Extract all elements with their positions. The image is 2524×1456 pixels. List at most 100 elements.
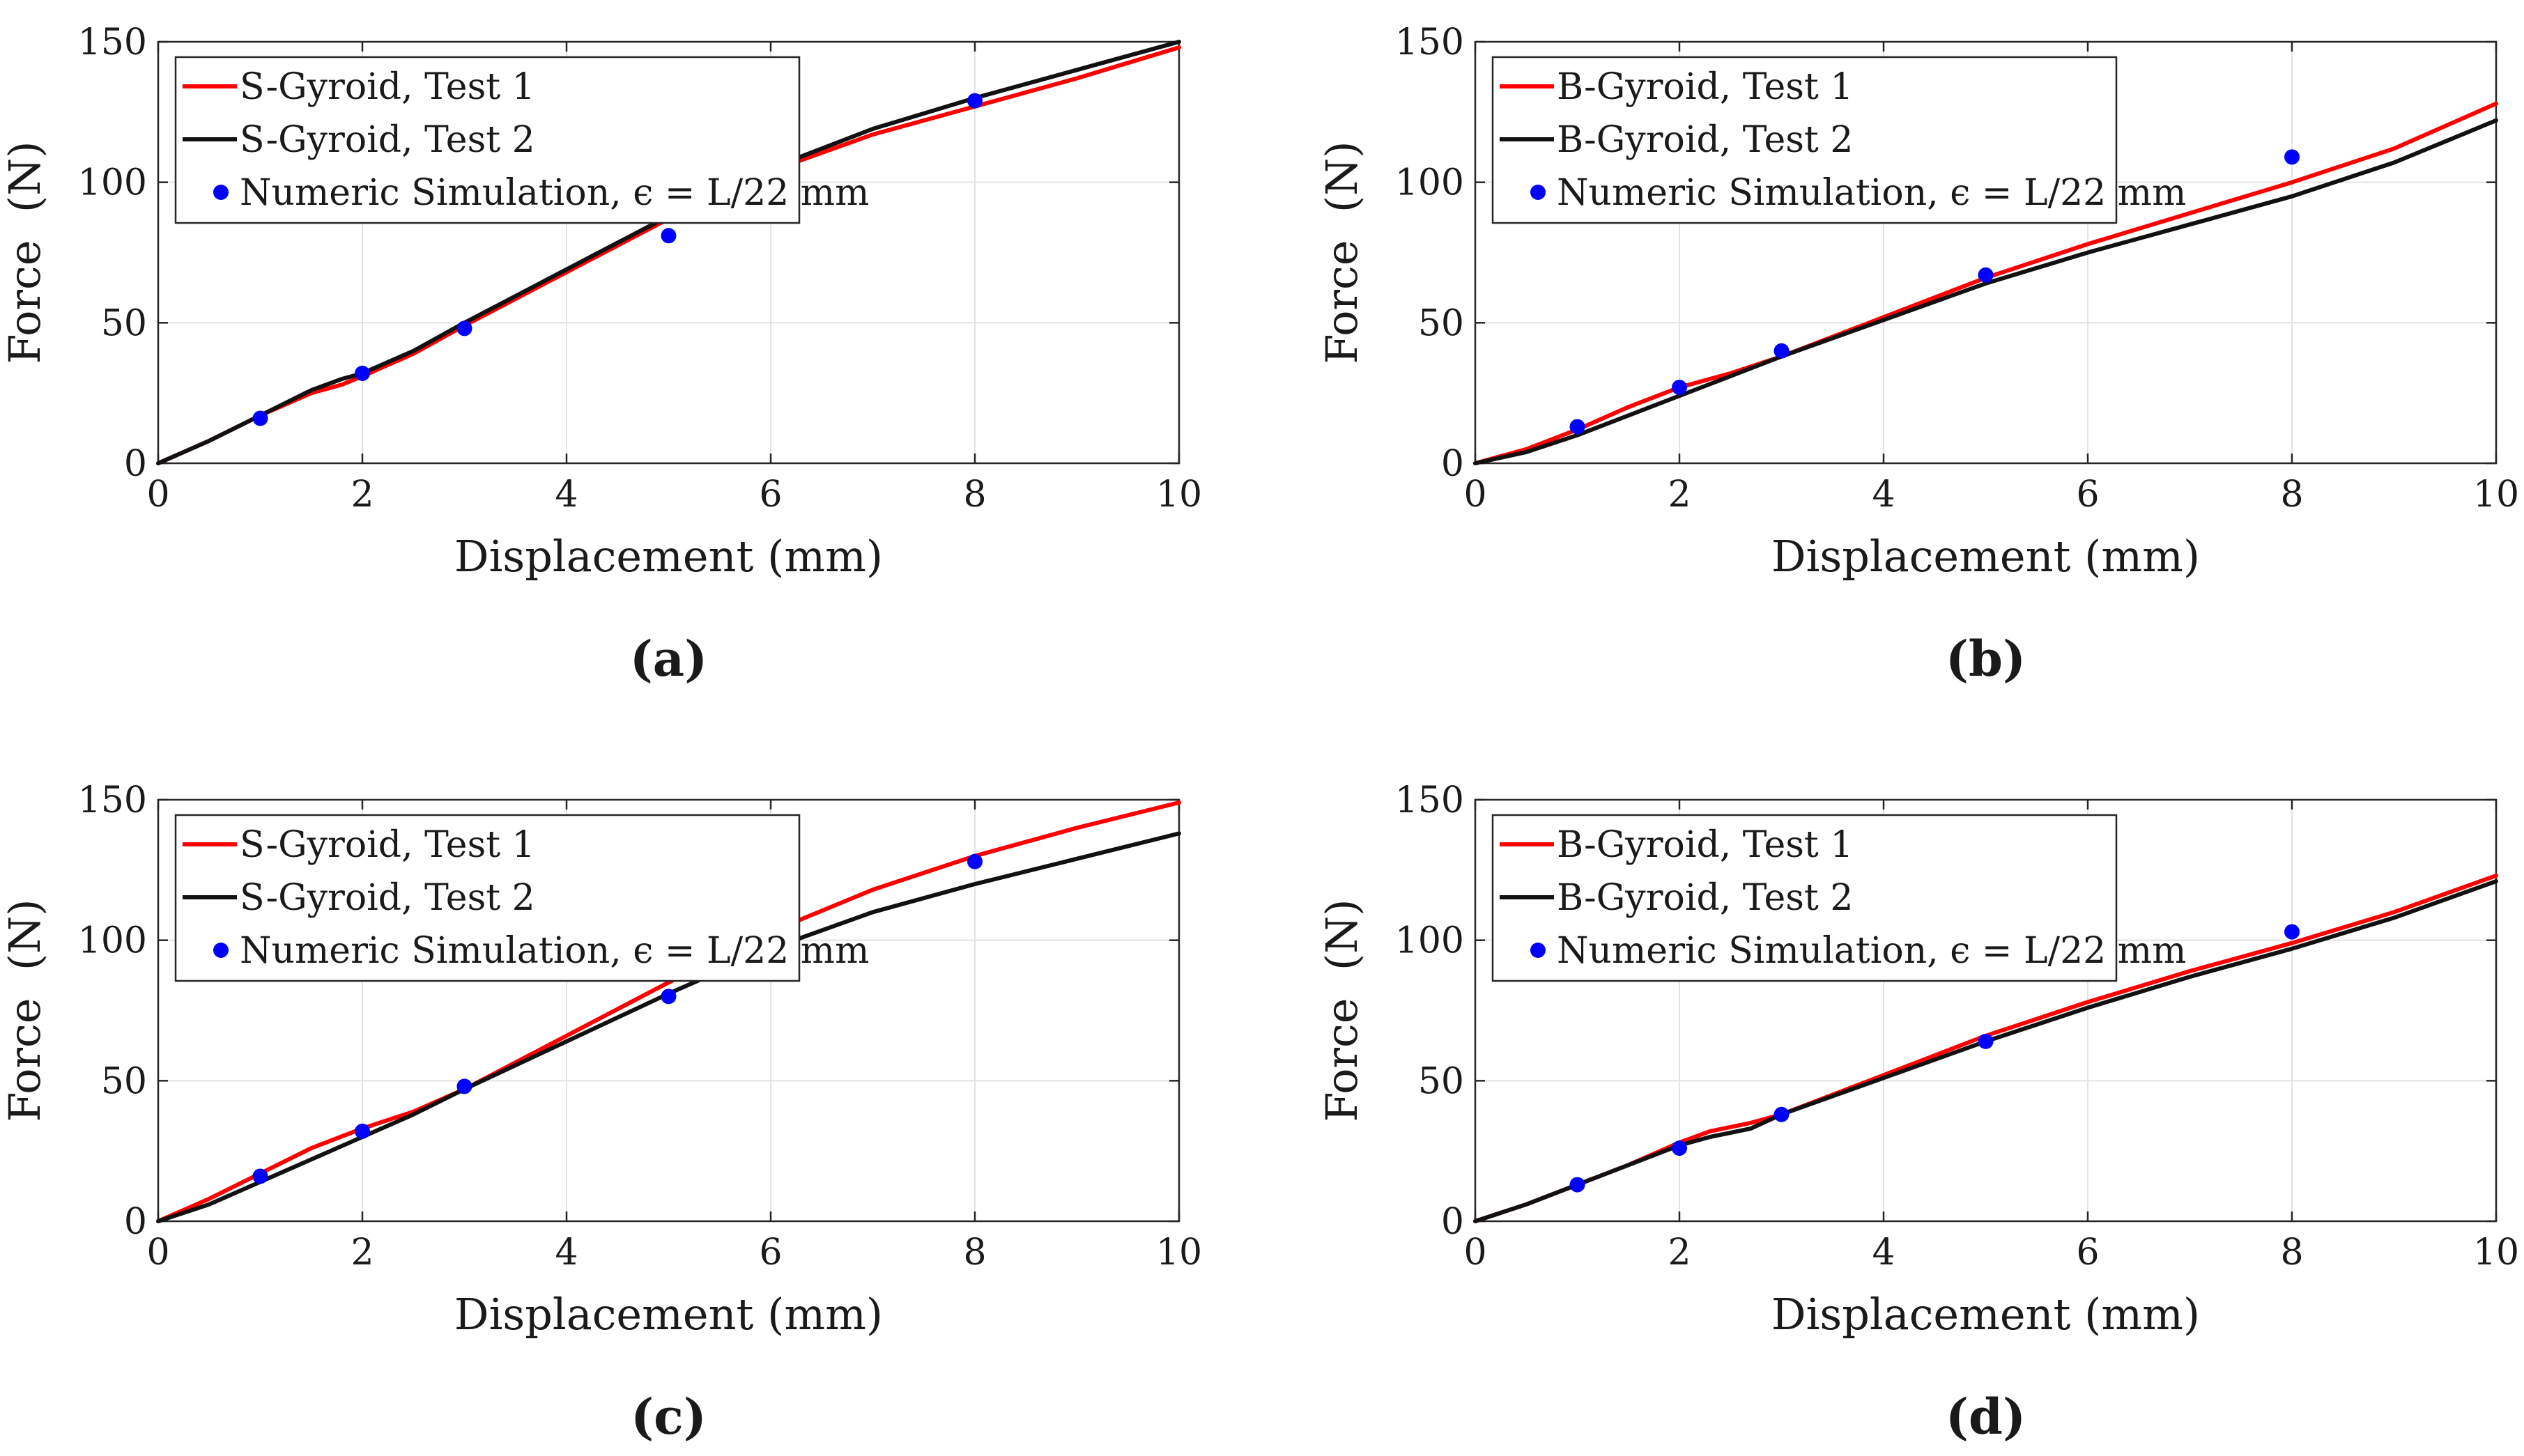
x-tick-label: 6 bbox=[759, 474, 782, 516]
x-tick-label: 0 bbox=[1463, 474, 1486, 516]
legend-swatch-marker bbox=[1530, 185, 1546, 200]
legend-label: Numeric Simulation, ϵ = L/22 mm bbox=[240, 930, 869, 972]
series-line-2 bbox=[156, 831, 1181, 1223]
y-tick-label: 100 bbox=[78, 162, 147, 204]
x-tick-label: 2 bbox=[351, 1232, 374, 1273]
y-tick-label: 0 bbox=[1441, 1201, 1464, 1243]
y-tick-label: 50 bbox=[101, 1060, 147, 1102]
axes-box bbox=[157, 798, 1180, 1223]
legend-label: Numeric Simulation, ϵ = L/22 mm bbox=[1557, 930, 2186, 972]
y-tick-label: 50 bbox=[1418, 1060, 1464, 1102]
y-tick-label: 50 bbox=[1418, 302, 1464, 344]
data-point bbox=[1773, 343, 1790, 359]
legend-box bbox=[1491, 814, 2118, 982]
data-point bbox=[1569, 419, 1585, 435]
x-axis-label: Displacement (mm) bbox=[454, 1289, 883, 1340]
legend-label: S-Gyroid, Test 2 bbox=[240, 877, 535, 919]
x-tick-label: 10 bbox=[1156, 1232, 1202, 1273]
legend-box bbox=[174, 814, 801, 982]
series-line-2 bbox=[1473, 118, 2498, 465]
data-point bbox=[1672, 1140, 1687, 1156]
legend-swatch-marker bbox=[1530, 943, 1546, 958]
data-point bbox=[661, 989, 677, 1005]
data-point bbox=[456, 1078, 472, 1094]
legend-swatch-marker bbox=[213, 185, 229, 200]
axes-box bbox=[157, 40, 1180, 465]
legend-label: Numeric Simulation, ϵ = L/22 mm bbox=[1557, 172, 2186, 214]
data-point bbox=[355, 365, 370, 381]
y-tick-label: 0 bbox=[124, 443, 147, 485]
y-axis-label: Force (N) bbox=[1316, 899, 1367, 1122]
legend-box bbox=[1491, 56, 2118, 224]
y-tick-label: 150 bbox=[78, 22, 147, 63]
panel-label: (c) bbox=[631, 1388, 707, 1446]
data-point bbox=[1672, 380, 1687, 396]
data-point bbox=[2284, 149, 2300, 165]
x-tick-label: 10 bbox=[2473, 1232, 2519, 1273]
panel-label: (d) bbox=[1946, 1388, 2026, 1446]
y-axis-label: Force (N) bbox=[0, 141, 50, 364]
data-point bbox=[1978, 1033, 1994, 1049]
y-tick-label: 100 bbox=[1395, 920, 1464, 962]
x-tick-label: 2 bbox=[1668, 474, 1691, 516]
x-tick-label: 2 bbox=[1668, 1232, 1691, 1273]
legend-swatch-marker bbox=[213, 943, 229, 958]
x-tick-label: 10 bbox=[1156, 474, 1202, 516]
data-point bbox=[2284, 924, 2300, 940]
x-tick-label: 8 bbox=[2280, 1232, 2303, 1273]
data-point bbox=[967, 853, 983, 869]
x-tick-label: 4 bbox=[1872, 474, 1895, 516]
data-point bbox=[252, 1168, 268, 1184]
x-axis-label: Displacement (mm) bbox=[1771, 531, 2200, 582]
y-axis-label: Force (N) bbox=[0, 899, 50, 1122]
legend-label: B-Gyroid, Test 1 bbox=[1557, 66, 1853, 108]
x-tick-label: 0 bbox=[146, 1232, 169, 1273]
y-axis-label: Force (N) bbox=[1316, 141, 1367, 364]
x-tick-label: 4 bbox=[555, 1232, 578, 1273]
x-tick-label: 8 bbox=[963, 1232, 986, 1273]
x-tick-label: 0 bbox=[1463, 1232, 1486, 1273]
axes-box bbox=[1474, 798, 2498, 1223]
legend-label: S-Gyroid, Test 1 bbox=[240, 66, 535, 108]
legend-label: S-Gyroid, Test 1 bbox=[240, 824, 535, 866]
x-tick-label: 8 bbox=[963, 474, 986, 516]
data-point bbox=[456, 320, 472, 336]
data-point bbox=[1773, 1106, 1790, 1122]
panel-label: (a) bbox=[630, 630, 708, 688]
legend-label: B-Gyroid, Test 2 bbox=[1557, 119, 1853, 161]
x-tick-label: 6 bbox=[759, 1232, 782, 1273]
x-tick-label: 0 bbox=[146, 474, 169, 516]
x-tick-label: 10 bbox=[2473, 474, 2519, 516]
data-point bbox=[355, 1123, 370, 1139]
y-tick-label: 150 bbox=[1395, 22, 1464, 63]
data-point bbox=[252, 410, 268, 426]
panel-label: (b) bbox=[1946, 630, 2026, 688]
data-point bbox=[967, 93, 983, 109]
legend-label: Numeric Simulation, ϵ = L/22 mm bbox=[240, 172, 869, 214]
data-point bbox=[1569, 1177, 1585, 1193]
axes-box bbox=[1474, 40, 2498, 465]
x-tick-label: 6 bbox=[2076, 1232, 2099, 1273]
x-tick-label: 6 bbox=[2076, 474, 2099, 516]
y-tick-label: 0 bbox=[1441, 443, 1464, 485]
y-tick-label: 50 bbox=[101, 302, 147, 344]
y-tick-label: 100 bbox=[78, 920, 147, 962]
x-axis-label: Displacement (mm) bbox=[1771, 1289, 2200, 1340]
legend-label: S-Gyroid, Test 2 bbox=[240, 119, 535, 161]
series-line-1 bbox=[156, 800, 1181, 1223]
legend-label: B-Gyroid, Test 1 bbox=[1557, 824, 1853, 866]
y-tick-label: 100 bbox=[1395, 162, 1464, 204]
legend-label: B-Gyroid, Test 2 bbox=[1557, 877, 1853, 919]
x-tick-label: 4 bbox=[555, 474, 578, 516]
y-tick-label: 0 bbox=[124, 1201, 147, 1243]
x-tick-label: 2 bbox=[351, 474, 374, 516]
x-tick-label: 8 bbox=[2280, 474, 2303, 516]
data-point bbox=[1978, 267, 1994, 283]
x-tick-label: 4 bbox=[1872, 1232, 1895, 1273]
legend-box bbox=[174, 56, 801, 224]
x-axis-label: Displacement (mm) bbox=[454, 531, 883, 582]
